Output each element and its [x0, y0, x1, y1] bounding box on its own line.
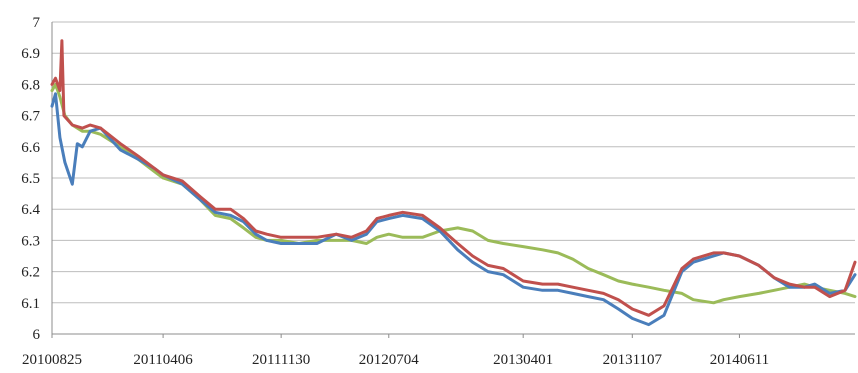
y-tick-label: 6.7 — [21, 109, 40, 125]
series-lines — [50, 39, 857, 327]
y-tick-label: 6.5 — [21, 171, 40, 187]
x-axis-tick-labels: 20100825 20110406 20111130 20120704 20130401… — [22, 334, 769, 368]
y-tick-label: 6.8 — [21, 77, 40, 93]
series-line-2 — [50, 39, 857, 317]
x-tick-label: 20130401 — [493, 352, 553, 368]
y-tick-label: 6.4 — [21, 202, 40, 218]
x-tick-label: 20131107 — [603, 352, 663, 368]
gridlines — [51, 21, 855, 338]
y-tick-label: 7 — [33, 15, 41, 31]
x-tick-label: 20100825 — [22, 352, 82, 368]
x-tick-label: 20120704 — [359, 352, 420, 368]
y-tick-label: 6.1 — [21, 296, 40, 312]
y-tick-label: 6.2 — [21, 265, 40, 281]
y-tick-label: 6.9 — [21, 46, 40, 62]
x-tick-label: 20140611 — [710, 352, 769, 368]
series-line-1 — [50, 92, 857, 327]
y-tick-label: 6.3 — [21, 233, 40, 249]
x-tick-label: 20111130 — [252, 352, 310, 368]
series-line-3 — [50, 82, 857, 305]
y-tick-label: 6 — [33, 327, 41, 343]
x-tick-label: 20110406 — [133, 352, 193, 368]
y-axis-tick-labels: 6 6.1 6.2 6.3 6.4 6.5 6.6 6.7 6.8 6.9 7 — [21, 15, 40, 343]
y-tick-label: 6.6 — [21, 140, 40, 156]
